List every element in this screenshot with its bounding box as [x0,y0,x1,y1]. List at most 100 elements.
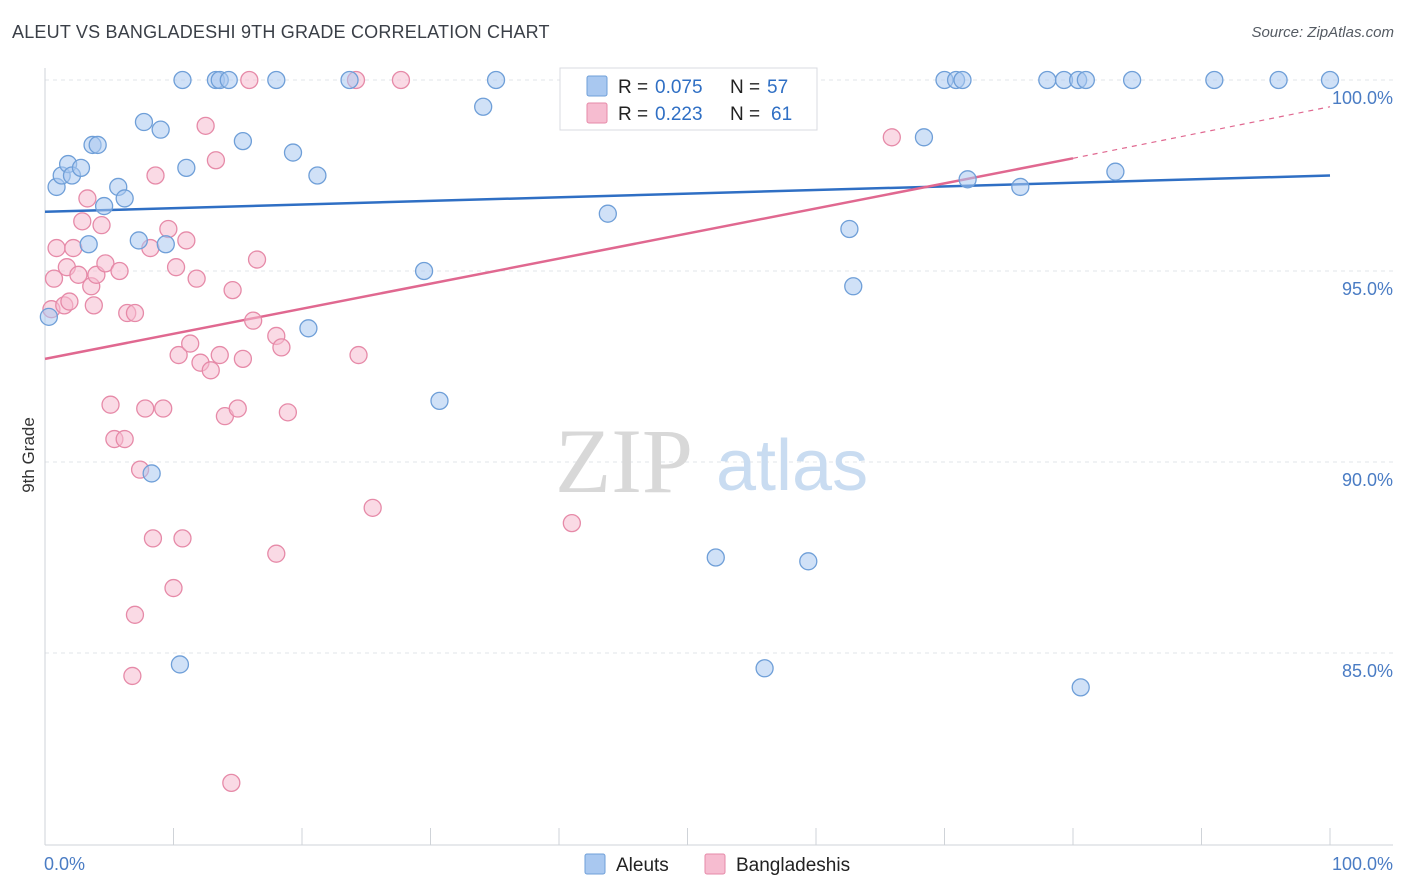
bangla-point-11 [84,296,103,315]
aleut-point-37 [755,659,774,678]
aleut-point-45 [958,170,977,189]
bangla-point-31 [169,345,188,365]
aleut-point-24 [283,143,303,162]
bottom-legend-bangla-swatch [704,853,726,875]
bangla-point-60 [125,303,145,323]
bangla-point-53 [363,498,382,517]
aleut-point-13 [134,112,154,132]
bangla-point-5 [60,292,79,311]
trend-lines [44,106,1331,361]
bangla-point-21 [125,605,145,624]
bangla-point-29 [164,578,183,598]
aleut-point-5 [71,158,91,178]
aleut-point-15 [156,235,175,254]
aleut-point-14 [151,120,170,139]
bangla-point-13 [92,216,111,235]
y-tick-label-100: 100.0% [1332,88,1393,108]
y-axis-label: 9th Grade [19,417,38,493]
bangla-point-46 [247,250,267,269]
bangla-point-37 [196,116,215,135]
bangla-point-25 [143,529,163,548]
bangla-point-34 [181,334,200,353]
aleut-points [39,70,1340,697]
aleut-point-57 [142,464,161,483]
bangla-point-28 [159,219,178,239]
bangladeshi-points [42,70,901,793]
bangla-point-51 [267,544,286,563]
aleut-point-46 [1011,177,1030,197]
aleut-point-51 [1076,70,1095,90]
bangla-trend-extension [1072,106,1331,159]
aleut-point-29 [430,391,449,411]
legend-bangla-r-label: R = [618,104,648,125]
bangla-point-17 [110,261,129,281]
source-label: Source: ZipAtlas.com [1251,24,1394,41]
aleut-point-6 [79,235,98,254]
bangla-point-38 [201,361,220,380]
aleut-point-50 [1071,678,1090,697]
bangla-point-49 [278,403,298,422]
bottom-legend-aleut-swatch [584,853,606,875]
aleut-point-22 [233,131,253,151]
aleut-point-39 [840,219,859,239]
legend-aleut-r-label: R = [618,77,648,98]
aleut-point-38 [799,552,818,571]
x-tick-label-max: 100.0% [1332,854,1393,874]
aleut-point-25 [299,319,318,338]
aleut-point-31 [486,70,506,90]
aleut-point-11 [115,189,134,208]
aleut-point-55 [1269,70,1288,90]
legend-bangla-swatch [586,102,608,124]
bangla-point-32 [173,529,192,548]
legend-aleut-n-label: N = [730,77,760,98]
bangla-point-30 [166,258,186,277]
aleut-trend-line [44,174,1331,214]
bangla-trend-line [44,157,1074,361]
bangla-point-8 [73,212,92,231]
x-tick-label-min: 0.0% [44,854,85,874]
aleut-point-21 [219,70,238,90]
aleut-point-53 [1122,70,1142,90]
bangla-point-6 [64,238,83,258]
watermark-zip: ZIP [555,410,693,512]
bangla-point-33 [177,231,196,250]
aleut-point-27 [340,70,359,90]
bangla-point-40 [210,345,229,365]
bangla-point-20 [123,666,142,686]
bangla-point-45 [244,311,263,330]
bangla-point-35 [187,269,206,288]
bangla-point-57 [882,128,901,147]
bangla-point-9 [78,189,97,208]
bangla-point-15 [101,395,120,414]
bangla-point-44 [233,349,253,369]
aleut-point-30 [474,97,493,116]
aleut-point-40 [844,277,863,296]
aleut-point-32 [598,204,617,223]
legend-bangla-n-label: N = [730,104,760,125]
bottom-legend-bangla-label: Bangladeshis [736,855,850,876]
aleut-point-28 [414,261,434,281]
watermark-atlas: atlas [716,426,868,506]
bangla-point-27 [154,399,173,418]
aleut-point-9 [94,196,114,216]
bangla-point-1 [44,269,64,288]
bangla-point-48 [272,338,291,357]
y-tick-label-85: 85.0% [1342,661,1393,681]
aleut-point-0 [39,307,59,326]
aleut-point-8 [88,135,107,155]
bangla-point-58 [240,70,259,90]
y-tick-label-95: 95.0% [1342,279,1393,299]
bangla-point-39 [206,151,226,170]
aleut-point-52 [1106,162,1125,181]
legend-bangla-n-value: 61 [771,104,792,125]
aleut-point-44 [953,70,972,90]
bangla-point-23 [136,399,155,418]
legend-box: R = 0.075 N = 57 R = 0.223 N = 61 [559,67,818,131]
aleut-point-17 [177,158,196,178]
aleut-point-54 [1205,70,1224,90]
bangla-point-50 [222,773,241,793]
legend-aleut-swatch [586,75,608,97]
aleut-point-16 [170,655,190,674]
bangla-point-52 [349,345,368,365]
